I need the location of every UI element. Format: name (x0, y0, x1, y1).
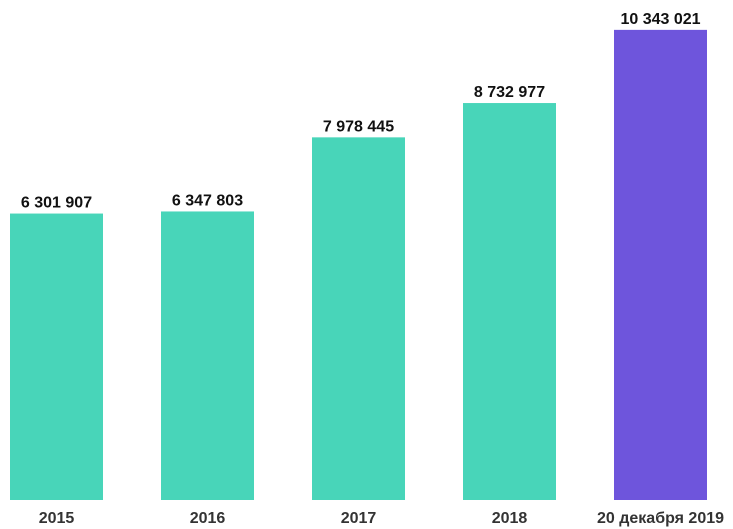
bar-1 (161, 211, 254, 500)
bar-value-label-4: 10 343 021 (620, 11, 700, 28)
bar-0 (10, 213, 103, 500)
bar-value-label-0: 6 301 907 (21, 195, 92, 212)
x-tick-label-3: 2018 (492, 510, 528, 527)
x-tick-labels-group: 2015 2016 2017 2018 20 декабря 2019 (39, 510, 724, 527)
bar-3 (463, 103, 556, 500)
bar-value-label-3: 8 732 977 (474, 84, 545, 101)
bar-value-label-1: 6 347 803 (172, 192, 243, 209)
bar-2 (312, 137, 405, 500)
x-tick-label-2: 2017 (341, 510, 377, 527)
bar-4 (614, 29, 707, 501)
bar-value-label-2: 7 978 445 (323, 118, 394, 135)
x-tick-label-0: 2015 (39, 510, 75, 527)
x-tick-label-1: 2016 (190, 510, 226, 527)
bars-group (10, 29, 707, 501)
value-labels-group: 6 301 907 6 347 803 7 978 445 8 732 977 10 3… (21, 11, 701, 212)
x-tick-label-4: 20 декабря 2019 (597, 510, 724, 527)
